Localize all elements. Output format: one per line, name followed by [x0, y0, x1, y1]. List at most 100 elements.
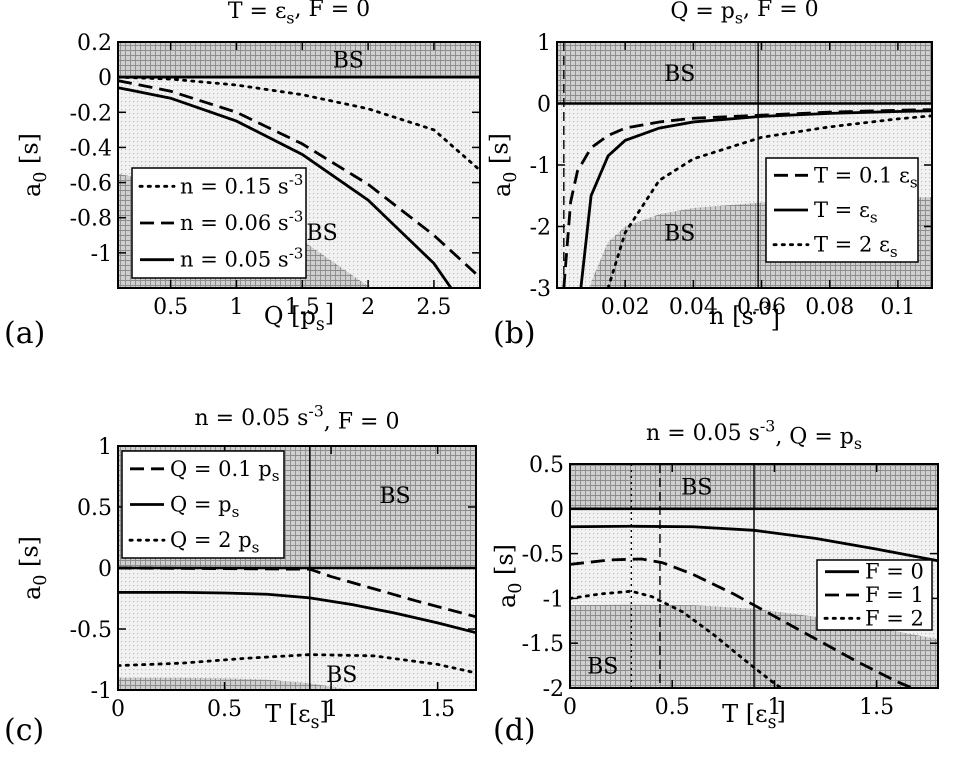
x-tick-label: 1 — [324, 697, 338, 722]
series-line-3 — [570, 589, 784, 688]
panel-b: BS BS 0.02 0.04 0.06 0.08 0.1 1 0 -1 -2 -3 Q = ps​, … — [486, 0, 933, 351]
allowed-region — [557, 103, 932, 288]
y-tick-label: 0.5 — [529, 453, 564, 478]
x-tick-label: 1.5 — [285, 295, 320, 320]
y-tick-label: 0 — [537, 93, 551, 118]
legend-entry: n = 0.06 s-3​ — [180, 208, 303, 235]
plot-frame — [117, 41, 481, 289]
x-tick-label: 0.08 — [805, 295, 854, 320]
y-tick-label: -0.5 — [522, 543, 564, 568]
y-axis-label: a0​ [s] — [16, 133, 51, 197]
legend-entry: Q = 0.1 ps​ — [170, 457, 279, 485]
region-label-bs: BS — [333, 49, 364, 74]
y-tick-label: 0.2 — [77, 31, 112, 56]
y-tick-label: -2 — [543, 677, 564, 702]
series-line-3 — [118, 86, 453, 288]
y-tick-label: -0.5 — [70, 618, 112, 643]
series-line-1 — [118, 566, 476, 619]
legend-entry: n = 0.05 s-3​ — [180, 244, 303, 271]
x-tick-label: 0.02 — [601, 295, 650, 320]
panel-label: (a) — [4, 316, 45, 351]
x-tick-label: 1 — [767, 695, 781, 720]
x-tick-label: 0.1 — [880, 295, 915, 320]
x-axis-label: T [εs​] — [265, 698, 329, 733]
y-tick-label: -3 — [530, 277, 551, 302]
x-tick-label: 0.06 — [737, 295, 786, 320]
region-label-bs: BS — [587, 655, 618, 680]
allowed-region — [118, 568, 476, 690]
x-axis-label: Q [ps​] — [264, 300, 334, 335]
legend: Q = 0.1 ps​ Q = ps​ Q = 2 ps​ — [121, 450, 285, 559]
x-tick-label: 0 — [111, 697, 125, 722]
region-label-bs: BS — [664, 222, 695, 247]
legend: F = 0F = 1F = 2 — [816, 559, 933, 631]
y-tick-label: -0.4 — [70, 136, 112, 161]
y-axis-label: a0​ [s] — [491, 544, 526, 608]
panel-label: (b) — [493, 316, 536, 351]
legend-entry: F = 2 — [865, 606, 924, 630]
legend: T = 0.1 εs​ T = εs​ T = 2 εs​ — [765, 157, 919, 263]
panel-a: BS BS 0.5 1 1.5 2 2.5 0.2 0 -0.2 -0.4 -0.6 -0.8 -1 T =… — [4, 0, 481, 351]
legend-entry: n = 0.15 s-3​ — [180, 171, 303, 198]
series-line-2 — [570, 557, 916, 688]
x-tick-label: 0.5 — [153, 295, 188, 320]
y-tick-label: -0.6 — [70, 172, 112, 197]
x-tick-label: 2 — [361, 295, 375, 320]
x-tick-label: 2.5 — [416, 295, 451, 320]
x-tick-label: 0 — [563, 695, 577, 720]
region-label-bs: BS — [681, 475, 712, 500]
panel-d: BS BS 0 0.5 1 1.5 0.5 0 -0.5 -1 -1.5 -2 n = 0.05 s-3… — [491, 416, 939, 748]
x-tick-label: 0.5 — [655, 695, 690, 720]
y-tick-label: -0.8 — [70, 207, 112, 232]
y-tick-label: 0 — [550, 498, 564, 523]
legend-entry: Q = ps​ — [170, 493, 239, 521]
legend-entry: T = 0.1 εs​ — [814, 163, 918, 191]
chart-title: Q = ps​, F = 0 — [670, 0, 818, 28]
region-label-bs: BS — [379, 484, 410, 509]
series-line-3 — [118, 653, 476, 675]
y-axis-label: a0​ [s] — [486, 133, 521, 197]
y-tick-label: -1.5 — [522, 632, 564, 657]
y-tick-label: 0 — [98, 66, 112, 91]
series-line-3 — [606, 114, 932, 288]
series-line-1 — [570, 524, 938, 563]
x-tick-label: 0.04 — [669, 295, 718, 320]
x-tick-label: 0.5 — [207, 697, 242, 722]
y-tick-label: -2 — [530, 216, 551, 241]
x-axis-label: n [s-3​] — [709, 299, 780, 333]
x-tick-label: 1 — [229, 295, 243, 320]
y-tick-label: -1 — [543, 587, 564, 612]
chart-title: T = εs​, F = 0 — [228, 0, 370, 28]
series-line-2 — [118, 79, 480, 279]
series-line-2 — [579, 109, 932, 288]
region-label-bs: BS — [664, 62, 695, 87]
x-tick-label: 1.5 — [420, 697, 455, 722]
legend-entry: F = 0 — [865, 560, 924, 584]
chart-title: n = 0.05 s-3​, F = 0 — [195, 401, 400, 434]
y-tick-label: 1 — [537, 31, 551, 56]
panel-label: (d) — [493, 713, 536, 748]
y-tick-label: 1 — [98, 435, 112, 460]
y-tick-label: -0.2 — [70, 101, 112, 126]
plot-frame — [569, 463, 939, 689]
y-tick-label: -1 — [530, 154, 551, 179]
chart-title: n = 0.05 s-3​, Q = ps​ — [646, 416, 862, 453]
y-tick-label: 0 — [98, 557, 112, 582]
panel-label: (c) — [4, 713, 44, 748]
y-tick-label: 0.5 — [77, 496, 112, 521]
legend: n = 0.15 s-3​ n = 0.06 s-3​ n = 0.05 s-3​ — [131, 167, 307, 279]
legend-entry: F = 1 — [865, 583, 924, 607]
y-tick-label: -1 — [91, 679, 112, 704]
x-tick-label: 1.5 — [859, 695, 894, 720]
legend-entry: T = 2 εs​ — [814, 233, 898, 261]
series-line-1 — [118, 75, 480, 172]
series-line-2 — [118, 591, 476, 635]
x-axis-label: T [εs​] — [722, 698, 786, 733]
legend-entry: T = εs​ — [814, 198, 878, 226]
y-tick-label: -1 — [91, 242, 112, 267]
y-axis-label: a0​ [s] — [16, 536, 51, 600]
legend-entry: Q = 2 ps​ — [170, 528, 259, 556]
region-label-bs: BS — [306, 221, 337, 246]
